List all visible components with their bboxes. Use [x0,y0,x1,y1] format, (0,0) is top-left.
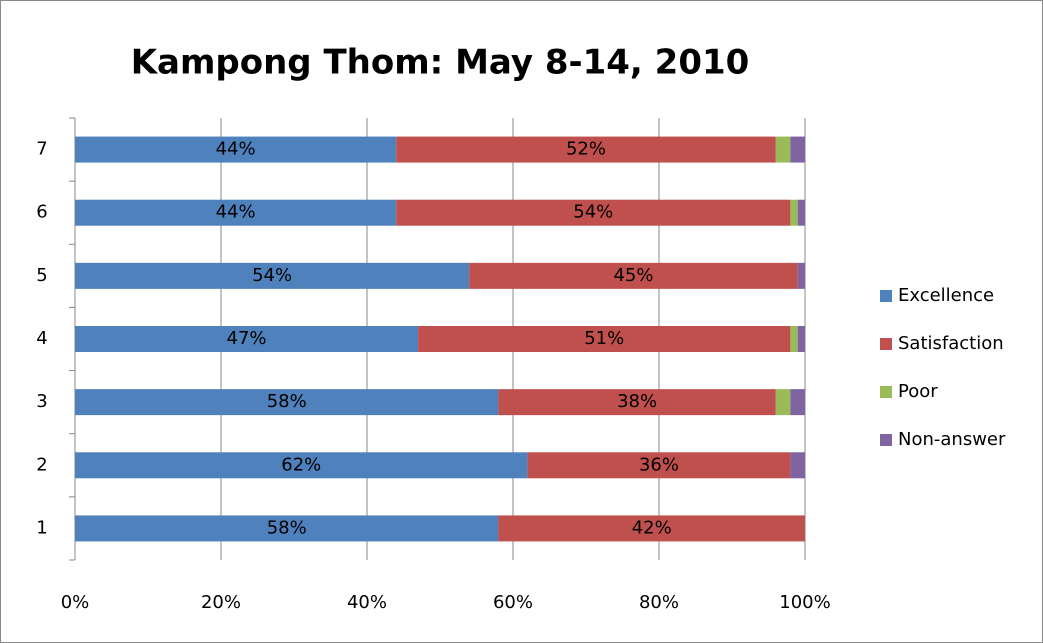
x-tick-label: 20% [201,592,241,613]
bar-segment [75,199,397,226]
data-label: 47% [227,328,267,349]
bar-segment [790,452,805,479]
data-label: 45% [613,265,653,286]
bar-segment [797,262,805,289]
data-label: 51% [584,328,624,349]
legend-swatch [880,434,892,446]
data-label: 54% [573,202,613,223]
data-label: 44% [216,139,256,160]
data-label: 52% [566,139,606,160]
legend-swatch [880,338,892,350]
data-label: 58% [267,517,307,538]
chart-title: Kampong Thom: May 8-14, 2010 [131,43,750,83]
legend-label: Non-answer [898,429,1006,450]
legend-swatch [880,386,892,398]
bar-segment [75,326,419,352]
bar-segment [75,452,528,479]
bar-segment [775,389,791,416]
data-label: 42% [632,517,672,538]
y-tick-label: 1 [36,517,47,538]
bar-segment [790,199,798,226]
data-label: 62% [281,454,321,475]
bar-segment [75,262,470,289]
y-tick-label: 6 [36,202,47,223]
bar-segment [396,136,776,163]
bar-segment [418,326,791,352]
bar-segment [797,199,805,226]
data-label: 38% [617,391,657,412]
legend-label: Excellence [898,285,994,306]
data-label: 54% [252,265,292,286]
data-label: 58% [267,391,307,412]
data-label: 36% [639,454,679,475]
data-label: 44% [216,202,256,223]
y-tick-label: 7 [36,139,47,160]
x-tick-label: 60% [493,592,533,613]
y-tick-label: 2 [36,454,47,475]
bar-segment [498,515,805,542]
legend-label: Poor [898,381,938,402]
legend-label: Satisfaction [898,333,1004,354]
x-tick-label: 0% [61,592,90,613]
bar-segment [527,452,791,479]
x-tick-label: 80% [639,592,679,613]
bar-segment [797,326,805,352]
bar-segment [75,136,397,163]
y-tick-label: 3 [36,391,47,412]
bar-segment [469,262,798,289]
x-tick-label: 40% [347,592,387,613]
bar-segment [396,199,791,226]
bar-segment [790,326,798,352]
bar-segment [775,136,791,163]
y-tick-label: 4 [36,328,47,349]
bar-segment [498,389,776,416]
bar-segment [75,389,499,416]
legend-swatch [880,290,892,302]
bar-segment [75,515,499,542]
x-tick-label: 100% [779,592,830,613]
bar-segment [790,389,805,416]
y-tick-label: 5 [36,265,47,286]
bar-segment [790,136,805,163]
